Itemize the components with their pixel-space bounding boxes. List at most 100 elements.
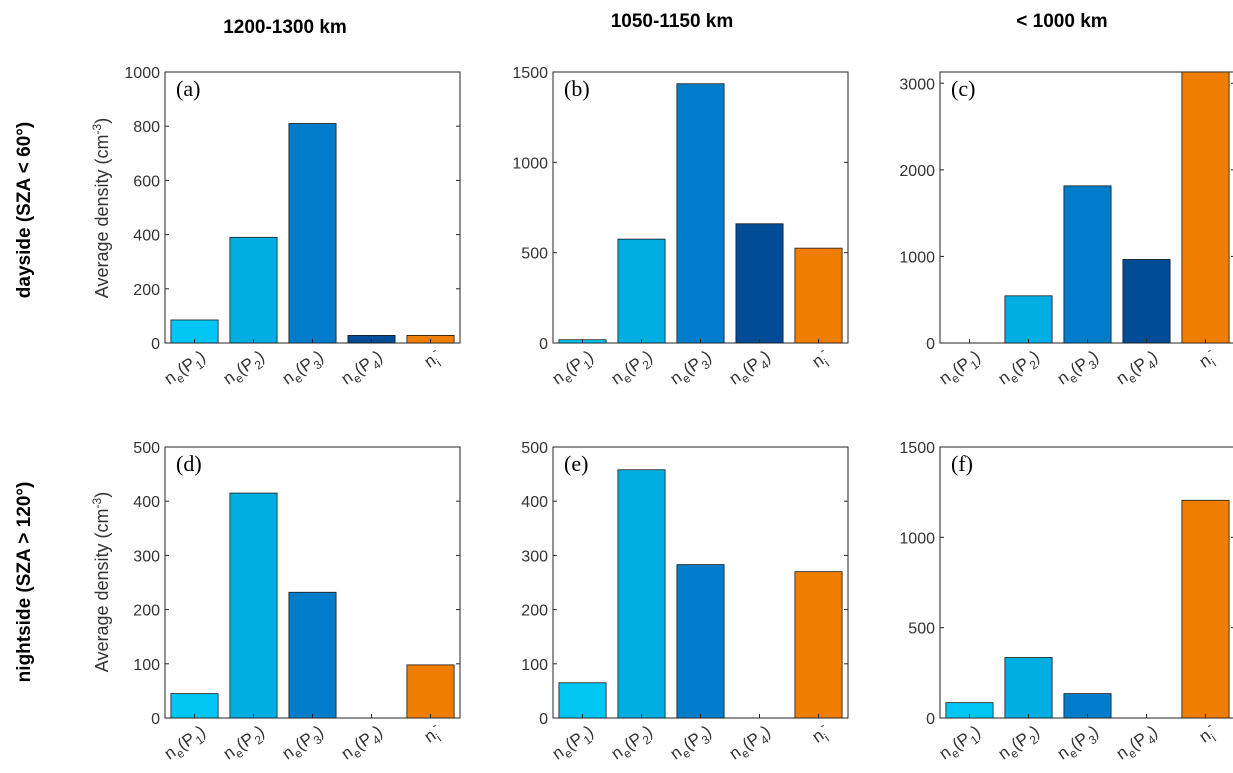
bar-4 bbox=[1122, 259, 1171, 344]
x-tick-label: ne(P2) bbox=[220, 347, 270, 392]
panel-e: 0 100 200 300 400 500 ne(P1)ne(P2)ne(P3)ne(P4)… bbox=[521, 440, 849, 767]
bar-1 bbox=[558, 682, 607, 719]
y-tick-label: 1000 bbox=[899, 530, 935, 547]
y-tick-label: 0 bbox=[151, 711, 160, 728]
bar-3 bbox=[288, 591, 337, 719]
panel-a: 0 200 400 600 800 1000 ne(P1)ne(P2)ne(P3)ne(P4… bbox=[124, 65, 461, 392]
y-tick-label: 500 bbox=[521, 440, 548, 457]
y-tick-label: 200 bbox=[133, 603, 160, 620]
y-tick-label: 1000 bbox=[899, 249, 935, 266]
y-tick-label: 0 bbox=[539, 711, 548, 728]
bar-1 bbox=[170, 693, 219, 719]
y-tick-label: 800 bbox=[133, 119, 160, 136]
x-tick-label: ne(P4) bbox=[726, 347, 776, 392]
y-tick-label: 400 bbox=[521, 494, 548, 511]
y-tick-label: 1000 bbox=[512, 155, 548, 172]
x-tick-label: ne(P1) bbox=[549, 722, 599, 767]
bar-5 bbox=[794, 571, 843, 719]
x-tick-label: ne(P4) bbox=[338, 347, 388, 392]
panel-d: 0 100 200 300 400 500 ne(P1)ne(P2)ne(P3)ne(P4)… bbox=[133, 440, 461, 767]
column-title-1: 1200-1300 km bbox=[223, 17, 347, 38]
x-tick-label: ne(P3) bbox=[1054, 722, 1104, 767]
y-tick-label: 500 bbox=[908, 621, 935, 638]
panel-label: (f) bbox=[951, 451, 973, 476]
bar-2 bbox=[1004, 657, 1053, 719]
y-tick-label: 0 bbox=[926, 336, 935, 353]
y-tick-label: 300 bbox=[133, 548, 160, 565]
x-tick-label: ne(P1) bbox=[161, 347, 211, 392]
y-tick-label: 2000 bbox=[899, 163, 935, 180]
panel-label: (d) bbox=[176, 451, 202, 476]
bar-2 bbox=[617, 238, 666, 344]
x-tick-label: ne(P3) bbox=[667, 347, 717, 392]
bar-4 bbox=[735, 223, 784, 344]
y-tick-label: 0 bbox=[151, 336, 160, 353]
y-axis-label-top: Average density (cm-3) bbox=[90, 118, 112, 298]
x-tick-label: ni- bbox=[418, 718, 447, 749]
x-tick-label: ni- bbox=[806, 343, 835, 374]
bar-2 bbox=[1004, 295, 1053, 344]
row-title-nightside: nightside (SZA > 120°) bbox=[14, 482, 35, 683]
bar-3 bbox=[676, 564, 725, 719]
y-tick-label: 3000 bbox=[899, 76, 935, 93]
y-tick-label: 200 bbox=[521, 603, 548, 620]
panel-label: (e) bbox=[564, 451, 588, 476]
y-tick-label: 1500 bbox=[899, 440, 935, 457]
x-tick-label: ne(P3) bbox=[667, 722, 717, 767]
x-tick-label: ne(P3) bbox=[279, 722, 329, 767]
y-tick-label: 1500 bbox=[512, 65, 548, 82]
panel-label: (a) bbox=[176, 76, 200, 101]
y-tick-label: 100 bbox=[521, 657, 548, 674]
x-tick-label: ni- bbox=[418, 343, 447, 374]
y-axis-label-bottom: Average density (cm-3) bbox=[90, 492, 112, 672]
bar-5 bbox=[406, 664, 455, 719]
x-tick-label: ne(P1) bbox=[549, 347, 599, 392]
y-tick-label: 400 bbox=[133, 494, 160, 511]
panel-c: 0 1000 2000 3000 ne(P1)ne(P2)ne(P3)ne(P4) ni-… bbox=[899, 71, 1233, 392]
bar-3 bbox=[676, 83, 725, 344]
x-tick-label: ne(P4) bbox=[726, 722, 776, 767]
column-title-2: 1050-1150 km bbox=[611, 11, 734, 32]
x-tick-label: ne(P2) bbox=[995, 722, 1045, 767]
row-title-dayside: dayside (SZA < 60°) bbox=[14, 122, 35, 298]
x-tick-label: ne(P4) bbox=[1113, 722, 1163, 767]
y-tick-label: 100 bbox=[133, 657, 160, 674]
x-tick-label: ne(P2) bbox=[220, 722, 270, 767]
bar-5 bbox=[1181, 499, 1230, 719]
y-tick-label: 1000 bbox=[124, 65, 160, 82]
x-tick-label: ne(P3) bbox=[1054, 347, 1104, 392]
panel-b: 0 500 1000 1500 ne(P1)ne(P2)ne(P3)ne(P4) ni- (… bbox=[512, 65, 849, 392]
panel-label: (b) bbox=[564, 76, 590, 101]
x-tick-label: ne(P2) bbox=[995, 347, 1045, 392]
x-tick-label: ne(P4) bbox=[1113, 347, 1163, 392]
bar-2 bbox=[229, 236, 278, 344]
y-tick-label: 200 bbox=[133, 282, 160, 299]
y-tick-label: 500 bbox=[521, 246, 548, 263]
bar-2 bbox=[617, 469, 666, 719]
x-tick-label: ni- bbox=[806, 718, 835, 749]
bar-2 bbox=[229, 492, 278, 719]
x-tick-label: ne(P1) bbox=[161, 722, 211, 767]
y-tick-label: 0 bbox=[539, 336, 548, 353]
x-tick-label: ne(P2) bbox=[608, 722, 658, 767]
x-tick-label: ne(P1) bbox=[936, 722, 986, 767]
bar-3 bbox=[1063, 185, 1112, 344]
y-tick-label: 400 bbox=[133, 228, 160, 245]
column-title-3: < 1000 km bbox=[1016, 11, 1107, 32]
bar-3 bbox=[288, 123, 337, 344]
x-tick-label: ne(P3) bbox=[279, 347, 329, 392]
y-tick-label: 300 bbox=[521, 548, 548, 565]
y-tick-label: 500 bbox=[133, 440, 160, 457]
panel-label: (c) bbox=[951, 76, 975, 101]
y-tick-label: 0 bbox=[926, 711, 935, 728]
x-tick-label: ne(P2) bbox=[608, 347, 658, 392]
bar-5 bbox=[1181, 71, 1230, 344]
x-tick-label: ni- bbox=[1193, 718, 1222, 749]
x-tick-label: ni- bbox=[1193, 343, 1222, 374]
x-tick-label: ne(P4) bbox=[338, 722, 388, 767]
panel-f: 0 500 1000 1500 ne(P1)ne(P2)ne(P3)ne(P4) ni- (… bbox=[899, 440, 1233, 767]
y-tick-label: 600 bbox=[133, 173, 160, 190]
bar-5 bbox=[794, 247, 843, 344]
x-tick-label: ne(P1) bbox=[936, 347, 986, 392]
